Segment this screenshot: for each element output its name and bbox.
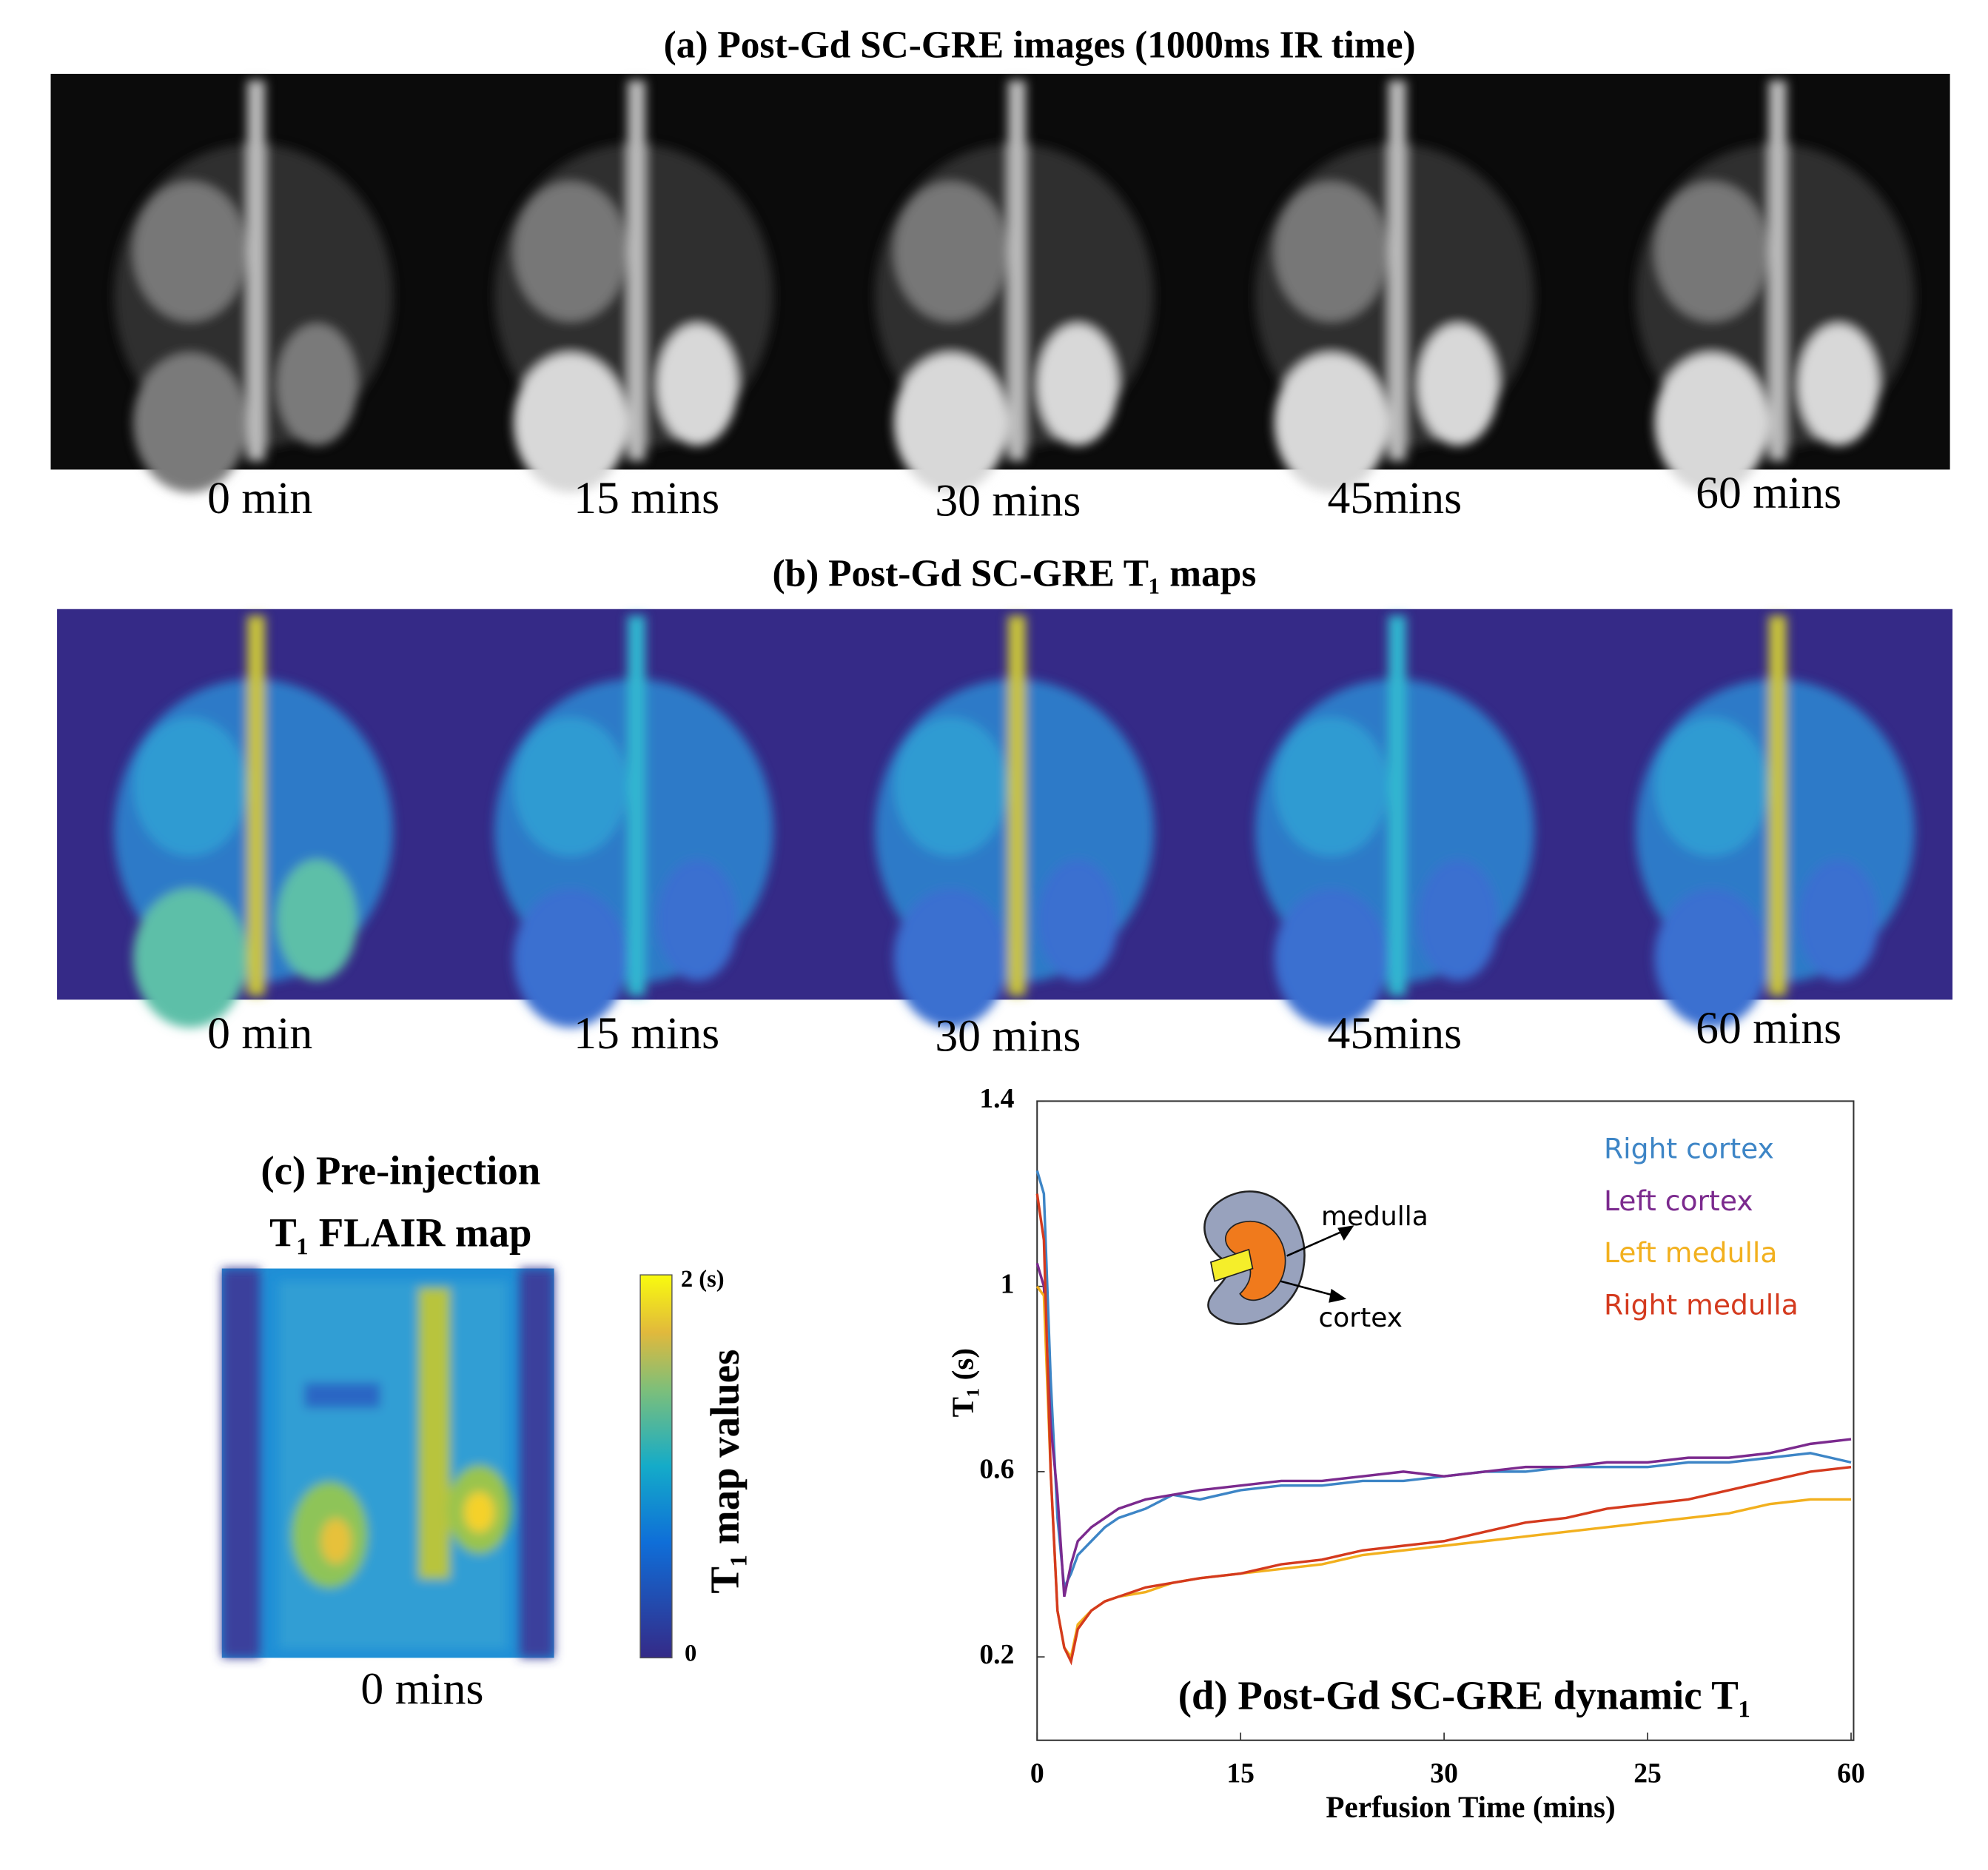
- series-line: [1035, 1170, 1852, 1592]
- panel-c-title: T₁ FLAIR map: [269, 1210, 531, 1255]
- kidney: [1037, 324, 1118, 446]
- image-label: 30 mins: [935, 475, 1081, 526]
- image-label: 60 mins: [1696, 1003, 1841, 1053]
- colorbar-min: 0: [685, 1640, 696, 1666]
- series-line: [1035, 1285, 1851, 1660]
- vessel: [1388, 615, 1406, 996]
- kidney: [656, 324, 738, 446]
- y-tick-label: 1: [1001, 1268, 1015, 1299]
- kidney: [1798, 324, 1879, 446]
- x-tick-label: 15: [1226, 1757, 1255, 1789]
- kidney: [132, 352, 248, 493]
- panel-c-label: 0 mins: [360, 1664, 483, 1715]
- kidney-icon: [1203, 1190, 1354, 1325]
- y-axis-label: T₁ (s): [946, 1348, 981, 1417]
- kidney: [656, 859, 738, 981]
- organ: [513, 717, 628, 857]
- kidney: [513, 352, 628, 493]
- colorbar-label: T₁ map values: [702, 1350, 748, 1594]
- organ: [893, 181, 1008, 321]
- organ: [513, 181, 628, 321]
- panel-a-anatomy: [114, 80, 1915, 493]
- legend-entry: Left cortex: [1604, 1184, 1753, 1217]
- vessel: [1768, 615, 1787, 996]
- x-tick-label: 0: [1030, 1757, 1044, 1789]
- panel-b-anatomy: [114, 615, 1915, 1028]
- kidney: [1274, 888, 1388, 1028]
- legend-entry: Left medulla: [1604, 1236, 1778, 1269]
- image-label: 15 mins: [574, 473, 719, 523]
- colorbar: [639, 1274, 673, 1659]
- chart-title: (d) Post-Gd SC-GRE dynamic T₁: [1178, 1673, 1751, 1718]
- annotation: cortex: [1319, 1303, 1403, 1333]
- series-line: [1035, 1262, 1852, 1598]
- x-tick-label: 25: [1633, 1757, 1662, 1789]
- image-label: 0 min: [207, 473, 312, 523]
- kidney: [1654, 352, 1769, 493]
- panel-a-title: (a) Post-Gd SC-GRE images (1000ms IR tim…: [664, 24, 1416, 66]
- kidney: [893, 888, 1008, 1028]
- image-label: 0 min: [207, 1008, 312, 1059]
- kidney: [1798, 859, 1879, 981]
- kidney: [513, 888, 628, 1028]
- organ: [1654, 181, 1769, 321]
- image-label: 30 mins: [935, 1011, 1081, 1061]
- vessel: [1388, 80, 1406, 461]
- kidney: [893, 352, 1008, 493]
- y-tick-label: 1.4: [979, 1083, 1014, 1114]
- organ: [132, 181, 248, 321]
- vessel: [247, 80, 266, 461]
- organ: [893, 717, 1008, 857]
- image-label: 45mins: [1328, 1008, 1463, 1059]
- vessel: [627, 615, 645, 996]
- series-line: [1035, 1193, 1852, 1666]
- vessel: [627, 80, 645, 461]
- x-axis-label: Perfusion Time (mins): [1326, 1789, 1615, 1824]
- image-label: 15 mins: [574, 1008, 719, 1059]
- y-tick-label: 0.2: [979, 1639, 1014, 1670]
- image-label: 45mins: [1328, 473, 1463, 523]
- x-tick-label: 30: [1430, 1757, 1458, 1789]
- kidney: [276, 324, 358, 446]
- kidney: [1037, 859, 1118, 981]
- kidney: [276, 859, 358, 981]
- kidney: [1274, 352, 1388, 493]
- panel-c-anatomy: [221, 1268, 554, 1658]
- vessel: [247, 615, 266, 996]
- plot-frame: [1036, 1100, 1855, 1741]
- vessel: [1007, 615, 1026, 996]
- panel-c-title: (c) Pre-injection: [261, 1147, 540, 1193]
- kidney: [132, 888, 248, 1028]
- legend-entry: Right cortex: [1604, 1133, 1774, 1165]
- organ: [1274, 717, 1388, 857]
- colorbar-max: 2 (s): [681, 1266, 725, 1293]
- vessel: [1768, 80, 1787, 461]
- y-tick-label: 0.6: [979, 1454, 1014, 1485]
- kidney: [1417, 859, 1499, 981]
- image-label: 60 mins: [1696, 468, 1841, 518]
- organ: [1654, 717, 1769, 857]
- x-tick-label: 60: [1837, 1757, 1865, 1789]
- annotation: medulla: [1321, 1202, 1428, 1232]
- organ: [132, 717, 248, 857]
- legend-entry: Right medulla: [1604, 1288, 1799, 1321]
- kidney: [1417, 324, 1499, 446]
- organ: [1274, 181, 1388, 321]
- vessel: [1007, 80, 1026, 461]
- panel-b-title: (b) Post-Gd SC-GRE T₁ maps: [772, 553, 1256, 595]
- kidney: [1654, 888, 1769, 1028]
